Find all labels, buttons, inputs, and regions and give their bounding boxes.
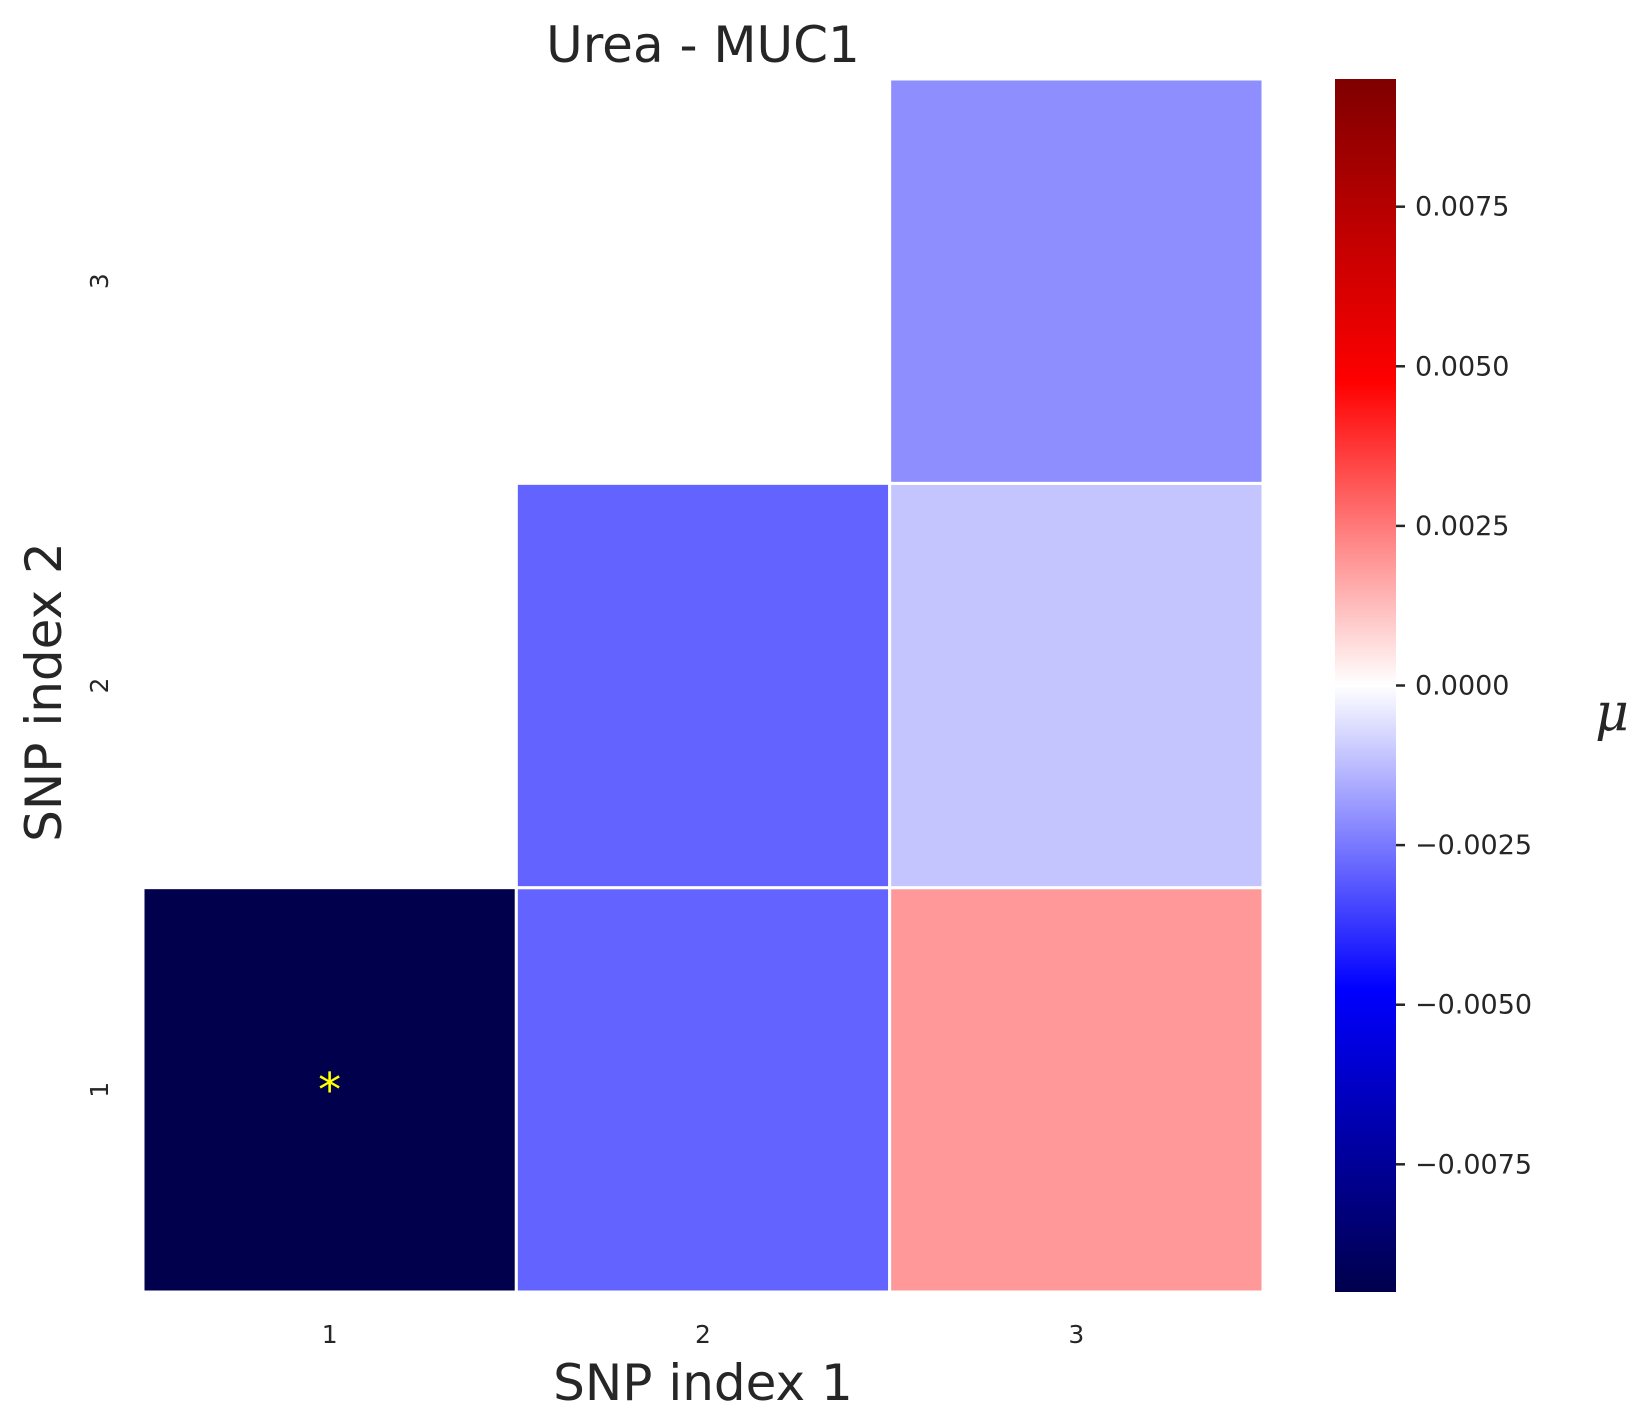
y-tick-label: 2 bbox=[85, 678, 114, 694]
colorbar bbox=[1335, 79, 1396, 1292]
heatmap-cell bbox=[141, 886, 518, 1294]
heatmap-cell bbox=[888, 77, 1265, 485]
colorbar-ticks: 0.0075 0.0050 0.0025 0.0000 −0.0025 −0.0050 −0… bbox=[1396, 192, 1532, 1180]
colorbar-tick-label: 0.0050 bbox=[1415, 351, 1509, 382]
y-axis-label: SNP index 2 bbox=[15, 542, 73, 842]
cell-annotation: * bbox=[318, 1063, 341, 1117]
colorbar-tick-label: −0.0075 bbox=[1415, 1149, 1532, 1180]
x-tick-label: 1 bbox=[322, 1320, 338, 1349]
heatmap-cell bbox=[514, 886, 892, 1294]
heatmap-cell bbox=[514, 481, 892, 890]
colorbar-tick-label: −0.0050 bbox=[1415, 990, 1532, 1021]
colorbar-tick-label: 0.0000 bbox=[1415, 671, 1509, 702]
heatmap-cells: * bbox=[141, 77, 1265, 1294]
colorbar-tick-label: 0.0025 bbox=[1415, 511, 1509, 542]
y-tick-label: 1 bbox=[85, 1082, 114, 1098]
heatmap-cell bbox=[888, 886, 1265, 1294]
y-tick-labels: 1 2 3 bbox=[85, 273, 114, 1098]
colorbar-tick-label: 0.0075 bbox=[1415, 192, 1509, 223]
chart-title: Urea - MUC1 bbox=[546, 16, 860, 74]
x-tick-label: 3 bbox=[1068, 1320, 1084, 1349]
colorbar-tick-label: −0.0025 bbox=[1415, 830, 1532, 861]
x-tick-labels: 1 2 3 bbox=[322, 1320, 1085, 1349]
colorbar-label: μ bbox=[1595, 683, 1629, 743]
x-tick-label: 2 bbox=[695, 1320, 711, 1349]
x-axis-label: SNP index 1 bbox=[553, 1354, 853, 1412]
heatmap-cell bbox=[888, 481, 1265, 890]
y-tick-label: 3 bbox=[85, 273, 114, 289]
